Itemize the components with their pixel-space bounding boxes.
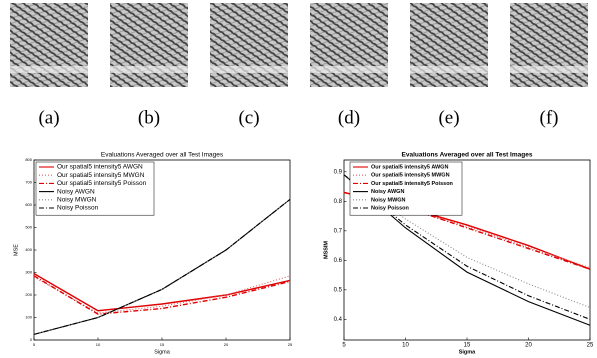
y-tick-label: 0.8 <box>334 199 343 205</box>
y-tick-label: 0.5 <box>334 287 343 293</box>
y-tick-label: 100 <box>25 315 32 320</box>
legend-label: Noisy Poisson <box>57 205 99 212</box>
figure: (a) (b) (c) (d) (e) (f) Evaluations Averaged o… <box>0 0 597 358</box>
x-tick-label: 20 <box>525 343 532 349</box>
crease-band <box>210 66 288 73</box>
y-tick-label: 0.9 <box>334 169 343 175</box>
y-tick-label: 300 <box>25 270 32 275</box>
legend-label: Our spatial5 intensity5 MWGN <box>371 173 450 179</box>
legend-label: Noisy AWGN <box>371 189 404 195</box>
x-tick-label: 15 <box>464 343 471 349</box>
y-tick-label: 600 <box>25 202 32 207</box>
crease-band <box>10 66 88 73</box>
crease-band <box>510 66 588 73</box>
crease-band <box>310 66 388 73</box>
y-tick-label: 700 <box>25 180 32 185</box>
fingerprint-texture <box>410 3 488 87</box>
x-tick-label: 15 <box>160 342 165 347</box>
subfigure-label: (f) <box>540 107 559 128</box>
x-tick-label: 10 <box>96 342 101 347</box>
fingerprint-texture <box>10 3 88 87</box>
legend-label: Noisy MWGN <box>371 197 406 203</box>
legend-label: Our spatial5 intensity5 MWGN <box>57 172 145 179</box>
x-tick-label: 10 <box>402 343 409 349</box>
chart-title: Evaluations Averaged over all Test Image… <box>101 152 224 159</box>
fingerprint-texture <box>510 3 588 87</box>
legend-label: Our spatial5 intensity5 AWGN <box>371 164 448 170</box>
subfigure-label: (a) <box>38 107 59 128</box>
fingerprint-texture <box>210 3 288 87</box>
y-tick-label: 0.7 <box>334 228 343 234</box>
legend-label: Our spatial5 intensity5 Poisson <box>57 180 147 187</box>
y-tick-label: 400 <box>25 247 32 252</box>
x-tick-label: 20 <box>224 342 229 347</box>
subfigure-label: (d) <box>338 107 360 128</box>
x-tick-label: 5 <box>33 342 36 347</box>
fingerprint-texture <box>310 3 388 87</box>
fingerprint-texture <box>110 3 188 87</box>
subfigure-label: (c) <box>238 107 259 128</box>
y-axis-label: MSSIM <box>323 241 329 259</box>
chart-title: Evaluations Averaged over all Test Image… <box>402 152 533 159</box>
legend-label: Noisy Poisson <box>371 205 410 211</box>
x-tick-label: 5 <box>342 343 346 349</box>
fingerprint-images <box>10 3 588 87</box>
x-axis-label: Sigma <box>154 349 171 355</box>
y-tick-label: 0.6 <box>334 258 343 264</box>
x-tick-label: 25 <box>587 343 594 349</box>
y-tick-label: 200 <box>25 292 32 297</box>
y-tick-label: 500 <box>25 225 32 230</box>
legend-label: Noisy MWGN <box>57 197 97 204</box>
legend-label: Our spatial5 intensity5 AWGN <box>57 164 143 171</box>
x-axis-label: Sigma <box>459 349 476 355</box>
crease-band <box>110 66 188 73</box>
subfigure-label: (e) <box>438 107 459 128</box>
legend-label: Our spatial5 intensity5 Poisson <box>371 181 454 187</box>
y-tick-label: 0.4 <box>334 317 343 323</box>
x-tick-label: 25 <box>288 342 293 347</box>
y-tick-label: 800 <box>25 157 32 162</box>
y-axis-label: MSE <box>13 244 19 256</box>
crease-band <box>410 66 488 73</box>
subfigure-label: (b) <box>138 107 160 128</box>
legend-label: Noisy AWGN <box>57 188 95 195</box>
